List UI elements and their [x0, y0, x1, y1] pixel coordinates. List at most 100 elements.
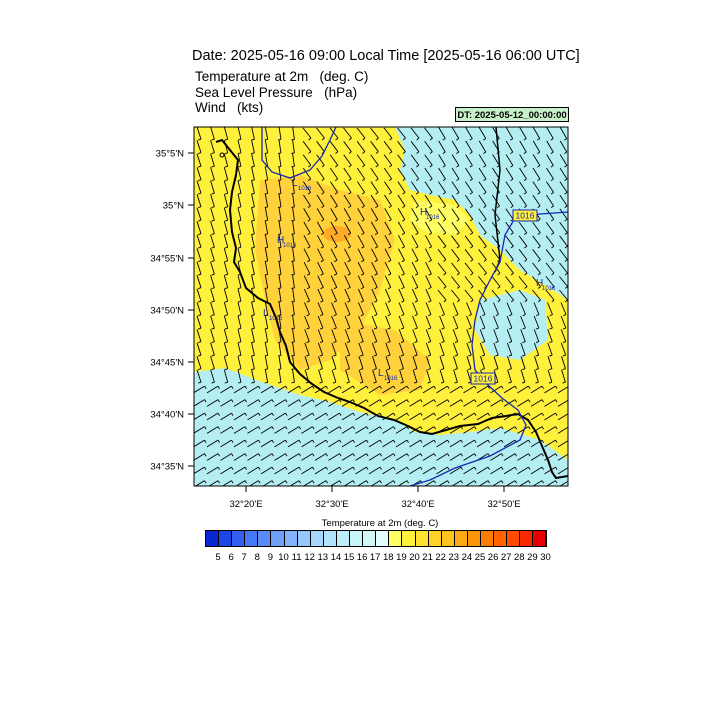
wind-barb: [370, 208, 379, 220]
colorbar-cell: [284, 531, 298, 546]
wind-barb-flag: [237, 219, 242, 222]
wind-barb: [264, 194, 269, 207]
wind-barb: [478, 154, 487, 166]
wind-barb-flag: [244, 426, 247, 430]
wind-barb: [264, 180, 269, 194]
wind-barb: [304, 356, 310, 369]
colorbar-cell: [533, 531, 547, 546]
wind-barb-flag: [361, 178, 365, 181]
wind-barb: [247, 399, 259, 407]
wind-barb-flag: [441, 341, 445, 344]
wind-barb: [466, 356, 472, 369]
wind-barb-flag: [373, 341, 377, 344]
wind-barb: [196, 369, 202, 383]
wind-barb: [478, 276, 487, 287]
wind-barb: [371, 288, 378, 302]
wind-barb-flag: [224, 354, 228, 357]
wind-barb: [478, 181, 487, 193]
wind-barb-flag: [308, 151, 312, 154]
wind-barb: [491, 276, 501, 287]
wind-barb: [345, 356, 350, 369]
wind-barb-flag: [278, 233, 282, 235]
wind-barb-flag: [325, 385, 328, 389]
wind-barb: [194, 453, 205, 461]
wind-barb: [398, 302, 405, 315]
wind-barb-flag: [470, 232, 474, 235]
wind-barb-flag: [456, 218, 460, 222]
wind-barb: [506, 329, 513, 342]
colorbar-label: 26: [487, 552, 499, 563]
wind-barb: [303, 194, 311, 207]
wind-barb-flag: [307, 259, 311, 263]
wind-barb: [453, 369, 458, 383]
wind-barb-flag: [441, 327, 445, 330]
wind-barb: [384, 275, 392, 288]
wind-barb-flag: [541, 480, 544, 484]
wind-barb: [463, 439, 475, 448]
wind-barb: [436, 412, 448, 421]
wind-barb: [328, 453, 340, 461]
wind-barb-flag: [264, 260, 268, 262]
wind-barb-flag: [550, 178, 554, 181]
wind-barb-flag: [433, 399, 436, 403]
wind-barb-flag: [483, 151, 487, 154]
wind-barb: [233, 466, 246, 475]
wind-barb: [368, 385, 381, 394]
wind-barb-flag: [454, 354, 458, 357]
wind-barb-flag: [325, 439, 328, 443]
wind-barb: [316, 127, 325, 139]
wind-barb-flag: [251, 341, 255, 343]
wind-barb-flag: [362, 151, 366, 154]
wind-barb-flag: [393, 439, 396, 443]
wind-barb-flag: [433, 466, 436, 470]
wind-barb: [519, 181, 527, 193]
wind-barb-flag: [454, 327, 459, 330]
colorbar-cell: [297, 531, 311, 546]
wind-barb-flag: [217, 480, 220, 484]
wind-barb-flag: [224, 179, 228, 182]
wind-barb-flag: [468, 368, 472, 371]
wind-barb: [331, 302, 337, 315]
wind-barb-flag: [211, 341, 215, 344]
wind-barb-flag: [237, 152, 242, 154]
wind-barb-flag: [264, 219, 268, 222]
wind-barb: [398, 342, 405, 356]
wind-barb: [274, 439, 286, 448]
wind-barb-flag: [387, 368, 391, 371]
colorbar-label: 28: [514, 552, 525, 563]
wind-barb: [343, 221, 352, 234]
wind-barb: [330, 208, 338, 220]
wind-barb-flag: [346, 327, 351, 330]
wind-barb-flag: [271, 439, 274, 443]
colorbar-label: 29: [527, 552, 538, 563]
wind-barb: [264, 369, 269, 383]
wind-barb-flag: [483, 218, 487, 222]
wind-barb: [237, 275, 242, 288]
wind-barb: [437, 262, 447, 274]
wind-barb-flag: [483, 245, 487, 249]
wind-barb: [519, 194, 527, 207]
wind-barb: [397, 154, 406, 166]
wind-barb: [518, 262, 528, 274]
wind-barb: [493, 302, 499, 315]
wind-barb-flag: [497, 272, 501, 276]
wind-barb: [341, 453, 354, 461]
wind-barb-flag: [447, 453, 450, 457]
wind-barb: [301, 412, 313, 421]
wind-barb-flag: [285, 480, 288, 484]
wind-barb: [505, 127, 514, 139]
wind-barb-flag: [455, 314, 459, 317]
wind-barb: [317, 248, 324, 261]
wind-barb: [438, 154, 446, 166]
wind-barb: [410, 141, 420, 152]
wind-barb-flag: [528, 385, 531, 389]
wind-barb-flag: [320, 273, 324, 276]
wind-barb-flag: [415, 205, 419, 208]
wind-barb-flag: [474, 412, 477, 416]
wind-barb: [422, 466, 435, 475]
colorbar-cell: [507, 531, 521, 546]
wind-barb: [314, 426, 327, 434]
wind-barb-flag: [264, 368, 268, 370]
wind-barb: [463, 426, 475, 434]
wind-barb: [560, 329, 567, 342]
